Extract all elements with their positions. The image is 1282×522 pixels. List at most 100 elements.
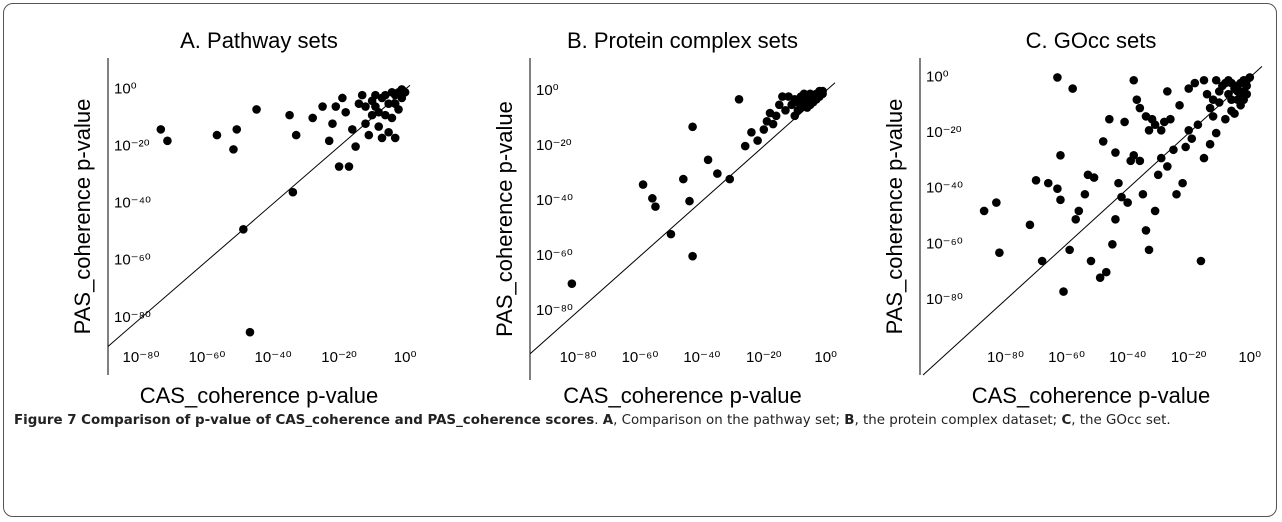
y-axis-label: PAS_coherence p-value: [492, 101, 517, 337]
data-point: [1080, 189, 1090, 199]
data-point: [753, 136, 762, 145]
data-point: [1138, 189, 1148, 199]
data-point: [318, 102, 327, 111]
data-point: [1211, 128, 1221, 138]
y-tick-label: 10⁻⁸⁰: [114, 309, 151, 326]
data-point: [1117, 192, 1126, 202]
data-point: [1163, 87, 1172, 96]
data-point: [1114, 178, 1123, 188]
data-point: [1227, 78, 1236, 88]
x-tick-label: 10⁻⁶⁰: [189, 349, 226, 366]
data-point: [1095, 273, 1105, 282]
data-point: [1111, 214, 1120, 224]
x-tick-label: 10⁻⁶⁰: [1048, 349, 1085, 366]
data-point: [1230, 109, 1239, 118]
data-point: [1221, 114, 1230, 124]
data-point: [1074, 206, 1084, 216]
y-tick-label: 10⁻²⁰: [926, 124, 962, 141]
data-point: [1150, 120, 1160, 130]
data-point: [703, 155, 713, 165]
x-tick-label: 10⁻²⁰: [746, 349, 782, 366]
data-point: [1101, 267, 1111, 277]
data-point: [390, 133, 400, 143]
data-point: [387, 87, 397, 97]
data-point: [1199, 153, 1209, 163]
data-point: [648, 194, 657, 203]
data-point: [1227, 95, 1236, 105]
y-axis-label: PAS_coherence p-value: [882, 99, 907, 335]
panel: B. Protein complex sets CAS_coherence p-v…: [492, 28, 837, 408]
data-point: [1086, 256, 1096, 266]
data-point: [163, 136, 172, 146]
data-point: [1043, 178, 1053, 188]
y-tick-label: 10⁰: [114, 80, 137, 97]
data-point: [793, 105, 803, 115]
data-point: [1144, 125, 1154, 135]
caption-text: A: [602, 413, 614, 428]
y-tick-label: 10⁻⁴⁰: [114, 195, 151, 212]
data-point: [713, 169, 722, 178]
data-point: [679, 174, 688, 184]
data-point: [1071, 214, 1081, 224]
data-point: [252, 105, 261, 114]
data-point: [308, 113, 317, 123]
x-tick-label: 10⁻⁶⁰: [622, 349, 659, 366]
data-point: [384, 127, 393, 137]
data-point: [1184, 84, 1194, 93]
y-tick-label: 10⁰: [536, 82, 559, 99]
data-point: [747, 128, 756, 137]
data-point: [1208, 112, 1218, 121]
y-axis-label: PAS_coherence p-value: [70, 99, 95, 335]
data-point: [1187, 134, 1197, 143]
data-point: [734, 94, 744, 104]
data-point: [771, 111, 781, 121]
data-point: [1169, 145, 1178, 155]
caption-text: Figure 7 Comparison of p-value of CAS_co…: [14, 413, 595, 428]
data-point: [371, 90, 380, 100]
data-point: [1129, 75, 1139, 85]
data-point: [666, 229, 676, 239]
data-point: [995, 248, 1004, 257]
y-tick-label: 10⁻⁶⁰: [926, 235, 963, 252]
data-point: [364, 130, 374, 140]
data-point: [387, 113, 397, 123]
caption-text: B: [844, 413, 855, 428]
data-point: [229, 145, 238, 154]
chart-title: A. Pathway sets: [180, 28, 338, 53]
data-point: [374, 122, 384, 131]
data-point: [1175, 100, 1184, 110]
diagonal-reference: [922, 65, 1263, 376]
data-point: [1211, 75, 1221, 85]
data-point: [1053, 73, 1062, 82]
figure-charts: A. Pathway sets CAS_coherence p-value PAS_…: [70, 28, 1263, 408]
caption-text: , the GOcc set.: [1071, 413, 1171, 428]
data-point: [1202, 89, 1212, 99]
data-point: [759, 125, 769, 134]
data-point: [1163, 162, 1172, 171]
panel: A. Pathway sets CAS_coherence p-value PAS_…: [70, 28, 417, 408]
y-tick-label: 10⁻⁸⁰: [536, 302, 573, 319]
caption-text: C: [1061, 413, 1072, 428]
data-point: [1105, 114, 1114, 124]
data-point: [1068, 84, 1077, 93]
x-tick-label: 10⁻²⁰: [321, 349, 357, 366]
data-point: [371, 102, 380, 111]
data-point: [361, 119, 370, 128]
data-point: [725, 174, 735, 184]
y-tick-label: 10⁻²⁰: [114, 138, 150, 155]
data-point: [331, 102, 341, 111]
data-point: [1156, 125, 1166, 135]
data-point: [1208, 95, 1218, 105]
x-tick-label: 10⁰: [394, 349, 417, 366]
y-tick-label: 10⁻⁶⁰: [536, 247, 573, 264]
data-point: [361, 102, 370, 111]
data-point: [156, 125, 166, 134]
data-point: [357, 90, 367, 100]
data-point: [384, 99, 393, 108]
data-point: [1205, 103, 1215, 113]
data-point: [651, 202, 660, 211]
caption-text: , Comparison on the pathway set;: [613, 413, 845, 428]
data-point: [1239, 75, 1248, 85]
y-tick-label: 10⁻⁶⁰: [114, 252, 151, 269]
data-point: [377, 93, 387, 103]
